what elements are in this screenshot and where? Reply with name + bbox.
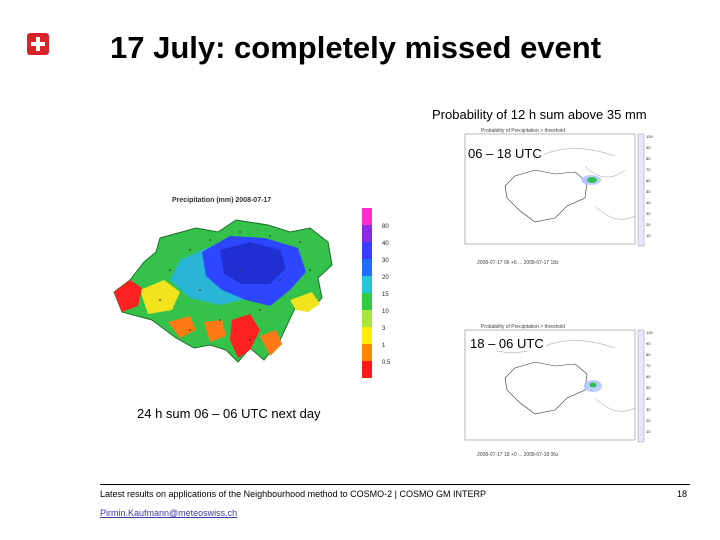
colorbar-tick: 60: [646, 374, 651, 379]
colorbar-tick: 120: [646, 330, 653, 335]
colorbar-tick: 30: [646, 211, 651, 216]
forecast-map-18-06: Probability of Precipitation > threshold…: [455, 318, 665, 458]
legend-tick: 15: [382, 292, 389, 298]
forecast-1-label: 06 – 18 UTC: [466, 146, 544, 161]
forecast-map-header: Probability of Precipitation > threshold: [481, 128, 565, 134]
footer-divider: [100, 484, 690, 485]
colorbar-tick: 90: [646, 145, 651, 150]
legend-tick: 3: [382, 326, 386, 332]
probability-caption: Probability of 12 h sum above 35 mm: [432, 107, 647, 122]
colorbar-tick: 60: [646, 178, 651, 183]
legend-tick: 20: [382, 275, 389, 281]
colorbar-tick: 80: [646, 352, 651, 357]
colorbar-tick: 120: [646, 134, 653, 139]
colorbar-tick: 40: [646, 396, 651, 401]
colorbar-tick: 50: [646, 189, 651, 194]
legend-tick: 30: [382, 258, 389, 264]
forecast-map-header: Probability of Precipitation > threshold: [481, 324, 565, 330]
colorbar-tick: 70: [646, 167, 651, 172]
legend-tick: 40: [382, 241, 389, 247]
precipitation-map-title: Precipitation (mm) 2008-07-17: [172, 197, 271, 204]
forecast-map-footer: 2008-07-17 06 +6 ... 2008-07-17 18z: [477, 260, 559, 266]
precipitation-legend: 80 40 30 20 15 10 3 1 0.5: [362, 208, 391, 378]
forecast-map-footer: 2008-07-17 18 +0 ... 2008-07-18 06z: [477, 452, 559, 458]
legend-tick: 10: [382, 309, 389, 315]
legend-tick: 80: [382, 224, 389, 230]
forecast-map-06-18: Probability of Precipitation > threshold…: [455, 126, 665, 266]
colorbar-tick: 30: [646, 407, 651, 412]
precipitation-map: Precipitation (mm) 2008-07-17 80 40 30: [113, 197, 391, 378]
colorbar-tick: 40: [646, 200, 651, 205]
page-number: 18: [677, 489, 688, 499]
colorbar-tick: 50: [646, 385, 651, 390]
footer-text: Latest results on applications of the Ne…: [100, 489, 487, 499]
colorbar-tick: 70: [646, 363, 651, 368]
author-email-link[interactable]: Pirmin.Kaufmann@meteoswiss.ch: [100, 508, 238, 518]
slide-title: 17 July: completely missed event: [110, 30, 602, 65]
colorbar-tick: 20: [646, 222, 651, 227]
legend-tick: 1: [382, 343, 386, 349]
legend-tick: 0.5: [382, 360, 391, 366]
colorbar-tick: 20: [646, 418, 651, 423]
swiss-cross-logo: [27, 33, 49, 55]
accumulation-caption: 24 h sum 06 – 06 UTC next day: [137, 406, 321, 421]
colorbar-tick: 10: [646, 429, 651, 434]
colorbar-tick: 10: [646, 233, 651, 238]
colorbar-tick: 80: [646, 156, 651, 161]
forecast-2-label: 18 – 06 UTC: [468, 336, 546, 351]
colorbar-tick: 90: [646, 341, 651, 346]
